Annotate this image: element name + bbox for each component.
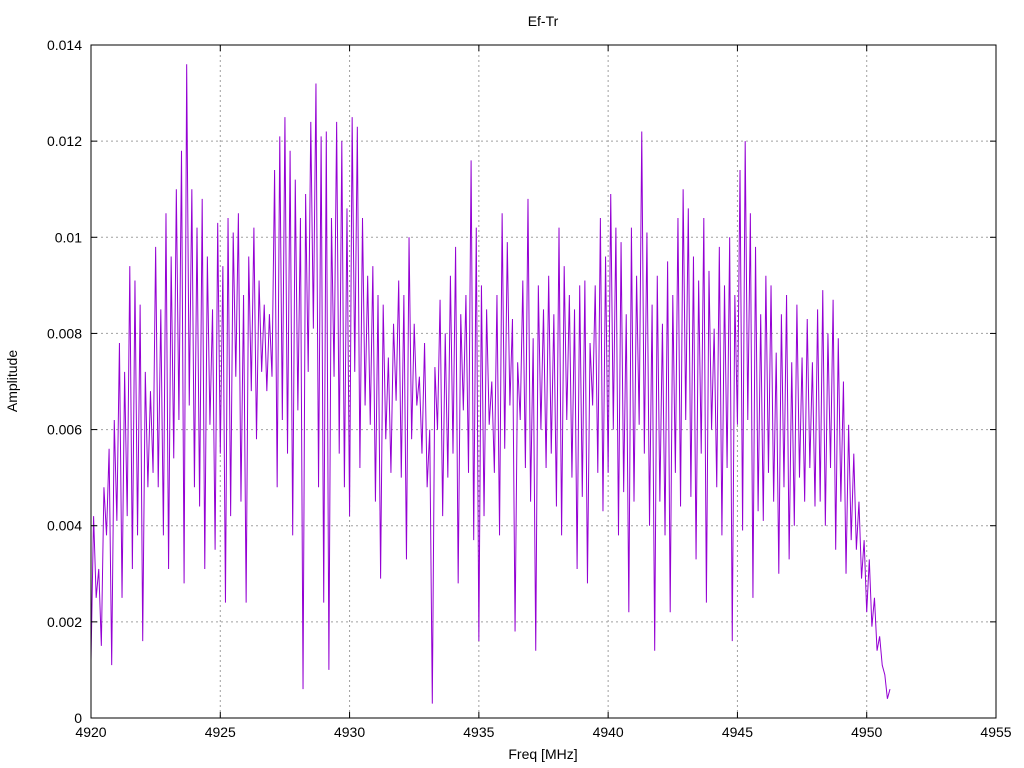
- x-tick-label: 4950: [851, 724, 882, 740]
- y-tick-label: 0: [74, 710, 82, 726]
- x-axis-label: Freq [MHz]: [508, 746, 577, 762]
- x-tick-label: 4945: [722, 724, 753, 740]
- y-axis-label: Amplitude: [4, 350, 20, 412]
- y-tick-label: 0.014: [47, 37, 82, 53]
- series-layer: [90, 64, 891, 704]
- y-tick-label: 0.008: [47, 325, 82, 341]
- x-tick-label: 4920: [75, 724, 106, 740]
- x-tick-label: 4955: [980, 724, 1011, 740]
- plot-frame: [90, 44, 997, 719]
- x-tick-label: 4925: [205, 724, 236, 740]
- y-tick-label: 0.01: [55, 229, 82, 245]
- axis-ticks: [90, 44, 997, 719]
- x-tick-label: 4935: [463, 724, 494, 740]
- y-tick-labels: 0 0.002 0.004 0.006 0.008 0.01 0.012 0.014: [47, 37, 82, 726]
- y-tick-label: 0.006: [47, 422, 82, 438]
- y-tick-label: 0.002: [47, 614, 82, 630]
- series-line: [90, 64, 891, 704]
- x-tick-label: 4930: [334, 724, 365, 740]
- x-tick-label: 4940: [593, 724, 624, 740]
- y-tick-label: 0.004: [47, 518, 82, 534]
- x-tick-labels: 4920 4925 4930 4935 4940 4945 4950 4955: [75, 724, 1011, 740]
- y-tick-label: 0.012: [47, 133, 82, 149]
- chart-title: Ef-Tr: [528, 13, 559, 29]
